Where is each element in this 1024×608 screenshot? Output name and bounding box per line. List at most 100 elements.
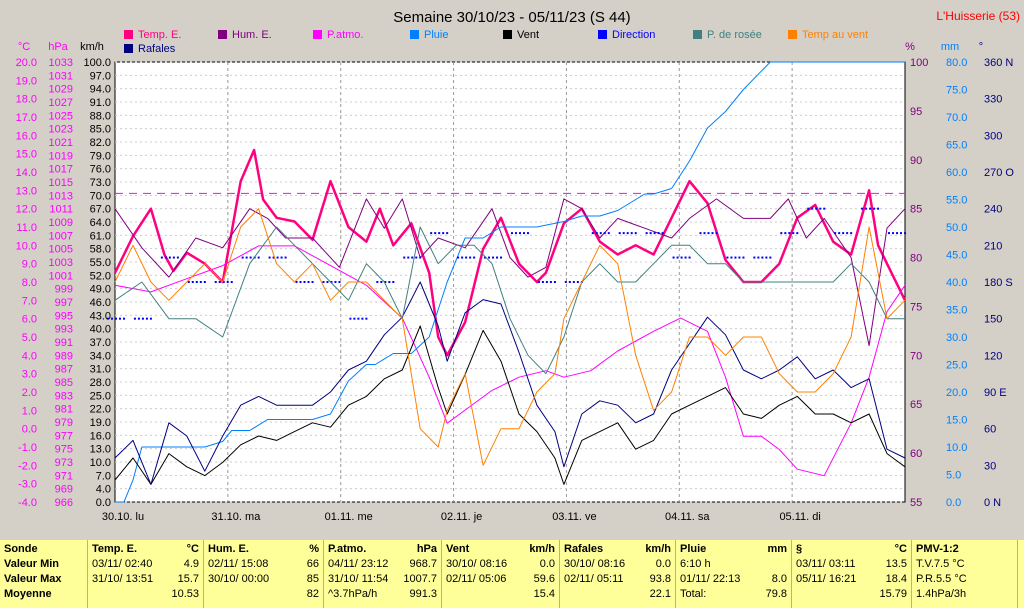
direction-axis-tick: 330 [984,94,1002,106]
footer-cell-label: Moyenne [4,588,52,600]
direction-point [815,207,818,210]
humidity-axis-tick: 60 [910,448,922,460]
temp-axis-tick: 20.0 [16,57,37,69]
direction-point [299,281,302,283]
footer-column: Hum. E.% 02/11/ 15:08 66 30/10/ 00:00 85 82 [204,540,324,608]
footer-cell-label: 31/10/ 11:54 [328,573,389,585]
footer-header-unit: km/h [645,543,671,555]
direction-point [541,281,544,283]
direction-point [888,232,891,235]
direction-point [226,281,229,283]
footer-row: P.R.5.5 °C [916,572,1013,587]
pressure-axis-tick: 1017 [49,164,73,176]
footer-column: P.atmo. hPa 04/11/ 23:12 968.7 31/10/ 11:54 1… [324,540,442,608]
footer-cell-label: 02/11/ 05:11 [564,573,624,585]
footer-cell-value: 79.8 [765,588,787,600]
footer-cell-value: 15.7 [177,573,199,585]
footer-cell-label: Valeur Max [4,573,62,585]
direction-point [500,256,503,259]
wind-axis-tick: 34.0 [90,350,111,362]
direction-point [811,207,814,210]
footer-row: 22.1 [564,587,671,602]
direction-axis-tick: 150 [984,314,1002,326]
direction-point [434,232,437,235]
temp-axis-tick: -1.0 [18,442,37,454]
direction-axis-tick: 360 N [984,57,1013,69]
direction-point [599,232,602,235]
direction-point [311,281,314,283]
direction-point [496,256,499,259]
direction-point [257,256,260,259]
legend-swatch [788,30,797,39]
direction-point [780,232,783,235]
direction-axis-tick: 240 [984,204,1002,216]
direction-point [218,281,221,283]
direction-point [865,207,868,210]
direction-axis-tick: 270 O [984,167,1014,179]
footer-row: 31/10/ 13:51 15.7 [92,572,199,587]
wind-axis-tick: 28.0 [90,377,111,389]
footer-header-unit: hPa [416,543,437,555]
footer-header: Hum. E.% [208,542,319,557]
footer-column: PMV-1:2 T.V.7.5 °C P.R.5.5 °C 1.4hPa/3h [912,540,1018,608]
pressure-axis-tick: 991 [55,337,73,349]
footer-header: PMV-1:2 [916,542,1013,557]
legend-label: Hum. E. [232,29,272,41]
direction-point [338,281,341,283]
direction-point [873,207,876,210]
direction-point [622,232,625,235]
direction-point [838,232,841,235]
direction-axis-unit: ° [979,41,983,53]
footer-header-label: Rafales [564,543,604,555]
rain-axis-unit: mm [941,41,959,53]
direction-axis-tick: 60 [984,424,996,436]
rain-axis-tick: 45.0 [946,250,967,262]
direction-point [591,232,594,235]
footer-header-label: P.atmo. [328,543,367,555]
direction-point [392,281,395,283]
temp-axis-tick: 7.0 [22,295,37,307]
legend-label: P. de rosée [707,29,762,41]
direction-point [657,232,660,235]
legend-label: Pluie [424,29,448,41]
direction-axis-tick: 0 N [984,497,1001,509]
footer-cell-value: 8.0 [771,573,787,585]
direction-point [564,281,567,283]
direction-point [645,232,648,235]
humidity-axis-tick: 65 [910,399,922,411]
direction-point [545,281,548,283]
wind-axis-tick: 25.0 [90,390,111,402]
footer-cell-label: T.V.7.5 °C [916,558,965,570]
temp-axis-tick: 10.0 [16,240,37,252]
direction-point [850,232,853,235]
footer-cell-label: Valeur Min [4,558,60,570]
pressure-axis-tick: 975 [55,444,73,456]
footer-cell-label: 05/11/ 16:21 [796,573,857,585]
footer-header-unit: mm [767,543,787,555]
direction-point [384,281,387,283]
direction-point [518,232,521,235]
direction-point [784,232,787,235]
wind-axis-tick: 46.0 [90,297,111,309]
footer-header-unit: km/h [529,543,555,555]
footer-cell-label: 03/11/ 03:11 [796,558,856,570]
footer-cell-label: 6:10 h [680,558,711,570]
direction-point [403,256,406,259]
legend-swatch [503,30,512,39]
direction-point [649,232,652,235]
wind-axis-tick: 70.0 [90,190,111,202]
stats-footer: Sonde Valeur Min Valeur Max Moyenne Temp. E.… [0,540,1024,608]
footer-header: Sonde [4,542,83,557]
humidity-axis-tick: 100 [910,57,928,69]
direction-point [603,232,606,235]
footer-row: Valeur Max [4,572,83,587]
station-name: L'Huisserie (53) [936,9,1020,23]
footer-cell-value: 0.0 [539,558,555,570]
direction-axis-tick: 120 [984,350,1002,362]
direction-point [176,256,179,259]
footer-header-unit: °C [894,543,907,555]
direction-point [380,281,383,283]
direction-point [268,256,271,259]
wind-axis-tick: 49.0 [90,284,111,296]
direction-point [461,256,464,259]
